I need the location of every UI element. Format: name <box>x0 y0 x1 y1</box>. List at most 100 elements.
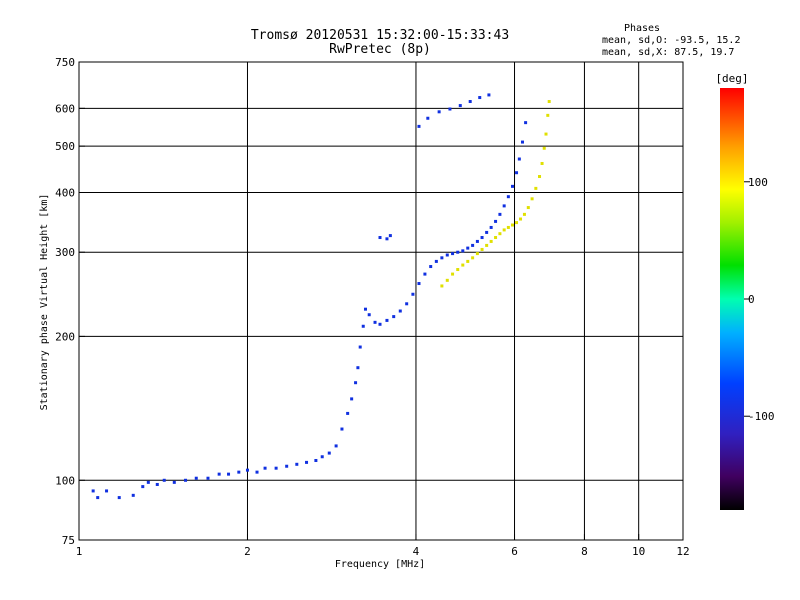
data-point-o-mode <box>385 237 389 241</box>
x-tick-label: 12 <box>676 545 689 558</box>
chart-title: Tromsø 20120531 15:32:00-15:33:43 <box>251 28 509 43</box>
data-point-x-mode <box>540 161 544 165</box>
data-point-x-mode <box>546 113 550 117</box>
data-point-o-mode <box>448 107 452 111</box>
data-point-o-mode <box>417 124 421 128</box>
points-layer <box>91 93 551 500</box>
y-tick-label: 75 <box>62 534 75 547</box>
x-axis-label: Frequency [MHz] <box>335 559 425 570</box>
data-point-o-mode <box>373 320 377 324</box>
x-tick-label: 8 <box>581 545 588 558</box>
data-point-o-mode <box>466 246 470 250</box>
data-point-o-mode <box>429 265 433 269</box>
data-point-o-mode <box>451 252 455 256</box>
data-point-x-mode <box>475 252 479 256</box>
data-point-x-mode <box>485 243 489 247</box>
data-point-o-mode <box>417 282 421 286</box>
data-point-x-mode <box>494 236 498 240</box>
data-point-o-mode <box>485 230 489 234</box>
data-point-o-mode <box>385 318 389 322</box>
data-point-o-mode <box>96 496 100 500</box>
data-point-o-mode <box>346 411 350 415</box>
phase-legend-line1: mean, sd,O: -93.5, 15.2 <box>602 35 740 46</box>
data-point-x-mode <box>471 256 475 260</box>
data-point-o-mode <box>285 464 289 468</box>
data-point-o-mode <box>458 104 462 108</box>
data-point-o-mode <box>388 234 392 238</box>
x-tick-label: 10 <box>632 545 645 558</box>
data-point-o-mode <box>245 468 249 472</box>
data-point-o-mode <box>358 345 362 349</box>
data-point-o-mode <box>398 309 402 313</box>
data-point-x-mode <box>534 186 538 190</box>
grid-layer <box>79 62 683 540</box>
data-point-x-mode <box>506 225 510 229</box>
data-point-x-mode <box>522 212 526 216</box>
data-point-x-mode <box>544 132 548 136</box>
data-point-o-mode <box>392 315 396 319</box>
data-point-o-mode <box>105 489 109 493</box>
data-point-o-mode <box>445 253 449 257</box>
data-point-o-mode <box>480 236 484 240</box>
data-point-o-mode <box>440 256 444 260</box>
data-point-x-mode <box>489 239 493 243</box>
data-point-o-mode <box>314 458 318 462</box>
data-point-o-mode <box>468 100 472 104</box>
data-point-o-mode <box>487 93 491 97</box>
data-point-x-mode <box>542 146 546 150</box>
data-point-o-mode <box>227 472 231 476</box>
data-point-o-mode <box>117 496 121 500</box>
data-point-o-mode <box>131 493 135 497</box>
data-point-o-mode <box>274 466 278 470</box>
data-point-o-mode <box>426 116 430 120</box>
data-point-x-mode <box>538 175 542 179</box>
data-point-o-mode <box>194 476 198 480</box>
data-point-o-mode <box>434 259 438 263</box>
data-point-o-mode <box>141 485 145 489</box>
data-point-x-mode <box>456 268 460 272</box>
x-tick-label: 1 <box>76 545 83 558</box>
data-point-o-mode <box>91 489 95 493</box>
data-point-o-mode <box>263 466 267 470</box>
data-point-o-mode <box>411 292 415 296</box>
data-point-o-mode <box>405 302 409 306</box>
data-point-o-mode <box>334 444 338 448</box>
data-point-o-mode <box>423 272 427 276</box>
data-point-o-mode <box>237 470 241 474</box>
colorbar-tick-label: 100 <box>748 176 768 189</box>
colorbar-tick-label: -100 <box>748 410 775 423</box>
colorbar-tick-label: 0 <box>748 293 755 306</box>
phase-legend-title: Phases <box>624 23 660 34</box>
data-point-o-mode <box>494 219 498 223</box>
data-point-x-mode <box>480 247 484 251</box>
y-tick-label: 500 <box>55 140 75 153</box>
data-point-o-mode <box>206 476 210 480</box>
data-point-o-mode <box>378 236 382 240</box>
data-point-o-mode <box>461 249 465 253</box>
data-point-o-mode <box>456 250 460 254</box>
data-point-x-mode <box>526 206 530 210</box>
data-point-o-mode <box>471 243 475 247</box>
y-tick-label: 300 <box>55 246 75 259</box>
data-point-o-mode <box>502 204 506 208</box>
x-tick-label: 2 <box>244 545 251 558</box>
data-point-o-mode <box>478 96 482 100</box>
data-point-o-mode <box>320 455 324 459</box>
data-point-o-mode <box>517 157 521 161</box>
data-point-o-mode <box>350 397 354 401</box>
data-point-o-mode <box>524 121 528 125</box>
x-tick-label: 4 <box>413 545 420 558</box>
data-point-x-mode <box>440 284 444 288</box>
y-tick-label: 600 <box>55 102 75 115</box>
data-point-x-mode <box>498 232 502 236</box>
data-point-x-mode <box>547 100 551 104</box>
data-point-o-mode <box>255 470 259 474</box>
plot-frame <box>78 61 684 541</box>
y-tick-label: 100 <box>55 474 75 487</box>
data-point-o-mode <box>367 313 371 317</box>
data-point-o-mode <box>489 225 493 229</box>
data-point-o-mode <box>520 140 524 144</box>
y-tick-label: 750 <box>55 56 75 69</box>
data-point-x-mode <box>445 278 449 282</box>
data-point-o-mode <box>437 110 441 114</box>
